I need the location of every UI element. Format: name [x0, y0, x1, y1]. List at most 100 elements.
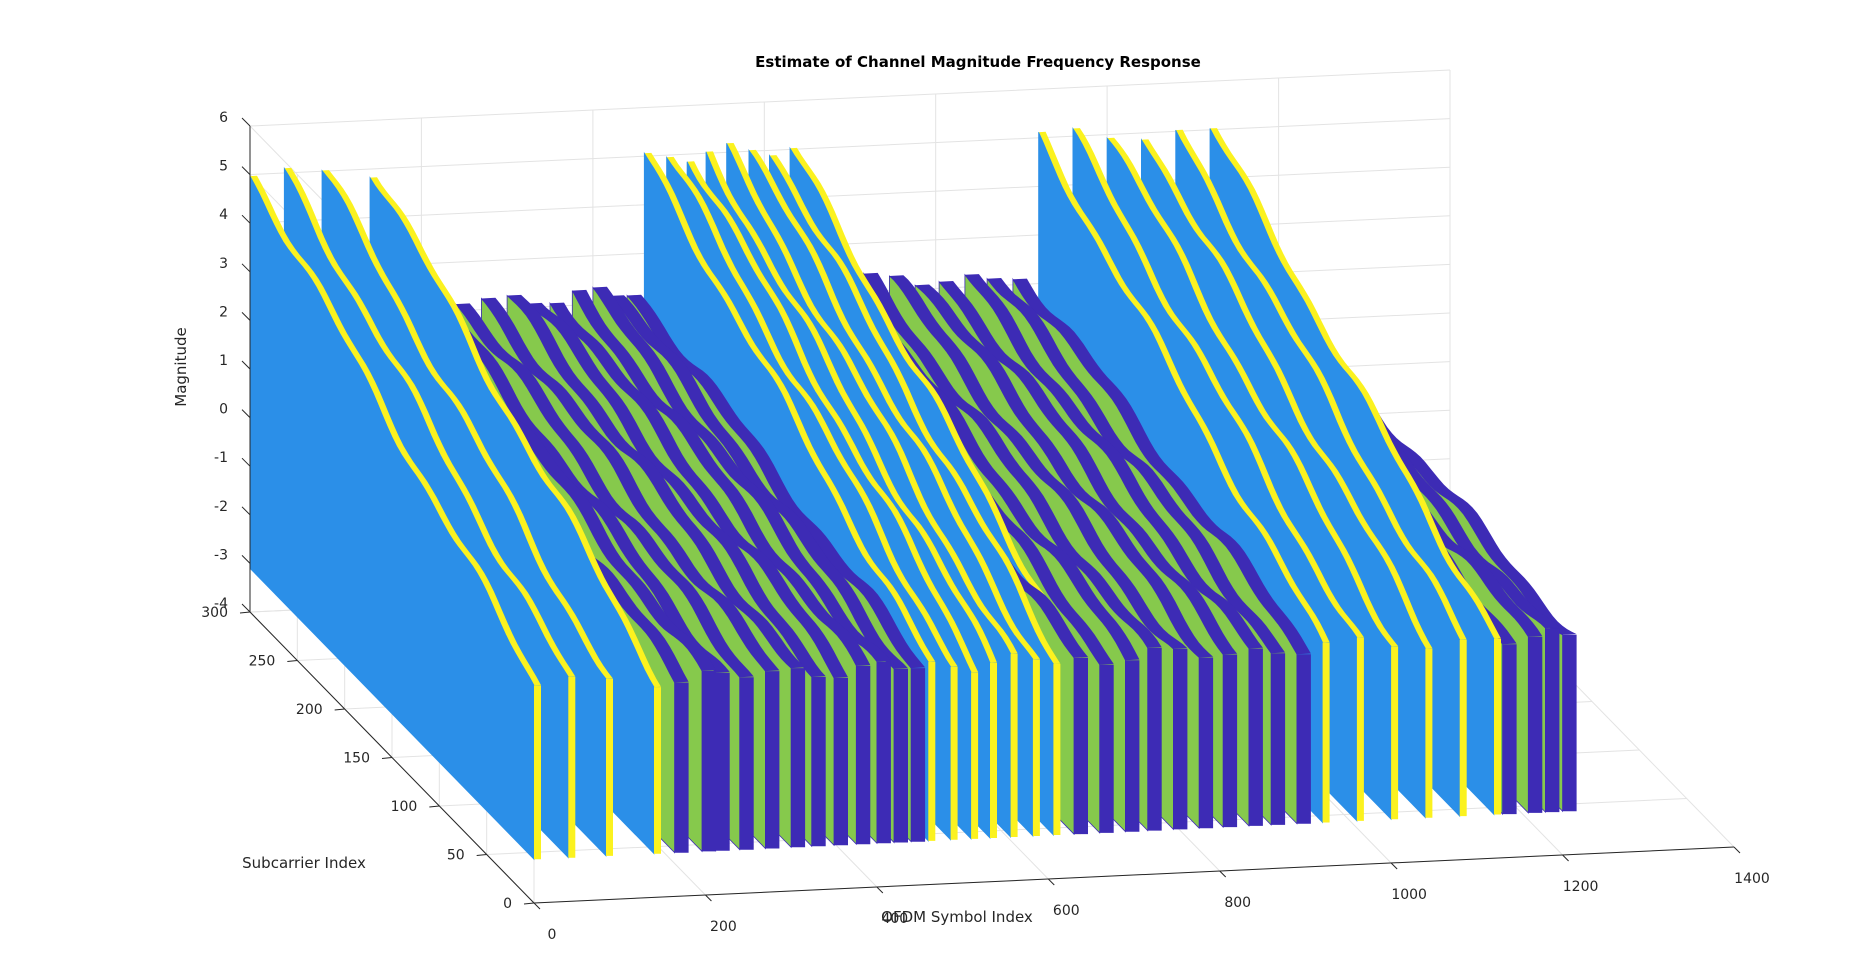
x-axis-line [533, 846, 1735, 904]
surface-slice-edge [527, 302, 826, 677]
y-tick-label: 50 [447, 848, 465, 864]
x-tick-mark [1562, 854, 1569, 862]
x-tick-mark [1390, 862, 1398, 870]
y-tick-mark [287, 660, 298, 662]
y-tick-mark [381, 757, 393, 759]
z-tick-label: 0 [219, 402, 228, 418]
surface-slice-edge [250, 175, 541, 686]
surface-slice-side [765, 671, 780, 849]
axes [239, 117, 1741, 910]
z-tick-label: 1 [219, 353, 228, 369]
surface-slice-edge [370, 177, 661, 688]
y-tick-label: 0 [503, 896, 512, 912]
y-tick-mark [334, 708, 345, 711]
surface-slice-side [811, 677, 826, 847]
surface-slice-side [674, 682, 689, 853]
y-tick-mark [476, 854, 487, 856]
surface-slice-side [1425, 648, 1433, 818]
z-tick-label: -2 [214, 499, 228, 515]
surface-slice-edge [1210, 128, 1501, 639]
y-tick-label: 250 [249, 654, 276, 670]
x-tick-mark [533, 902, 541, 910]
surface-slice-edge [748, 149, 1040, 660]
z-tick-label: 3 [219, 256, 228, 272]
z-tick-mark [241, 214, 251, 224]
surface-slice-side [534, 685, 541, 860]
z-tick-mark [241, 312, 251, 321]
surface-slice-edge [284, 167, 576, 677]
z-tick-mark [241, 263, 251, 273]
surface-slice-edge [1038, 131, 1330, 643]
y-axis-label: Subcarrier Index [242, 854, 366, 872]
surface-slice-side [894, 668, 908, 843]
surface-slice-edge [627, 294, 926, 669]
surface-slice-side [1494, 639, 1501, 815]
z-axis-label: Magnitude [172, 327, 190, 406]
x-tick-mark [1047, 878, 1055, 886]
surface-slice-edge [644, 152, 936, 662]
z-tick-mark [241, 117, 251, 127]
surface-slice-side [990, 663, 997, 838]
x-tick-label: 1000 [1391, 887, 1427, 903]
z-tick-label: -3 [214, 547, 228, 563]
y-tick-label: 150 [343, 751, 370, 767]
surface-slice-edge [915, 284, 1214, 658]
surface-slice-edge [1012, 278, 1311, 655]
x-tick-label: 1200 [1563, 879, 1599, 895]
surface-slice-edge [939, 281, 1238, 655]
surface-slice-side [1562, 634, 1577, 812]
surface-slice-edge [550, 302, 848, 678]
surface-slice-edge [863, 272, 1162, 648]
y-tick-label: 200 [296, 702, 323, 718]
y-tick-mark [523, 902, 535, 905]
z-tick-mark [241, 506, 251, 516]
surface-slice-side [1074, 657, 1088, 835]
tick-labels: 0 200 400 600 800 1000 1200 1400050100150200250… [201, 110, 1770, 943]
surface-slice-side [1010, 653, 1018, 837]
x-tick-label: 800 [1224, 895, 1251, 911]
x-tick-label: 200 [710, 919, 737, 935]
surface-slice-side [834, 678, 848, 846]
surface-slice-edge [592, 286, 891, 662]
surface-slice-edge [726, 143, 1018, 654]
surface-slice-side [1391, 646, 1399, 820]
chart-title: Estimate of Channel Magnitude Frequency … [755, 53, 1201, 71]
surface-slice-edge [666, 156, 958, 667]
surface-slice-side [654, 687, 661, 854]
surface-slice-side [1459, 639, 1467, 817]
surface-slice-edge [431, 297, 730, 673]
surface-slice-edge [610, 295, 908, 669]
surface-slice-side [911, 668, 926, 842]
surface-slice-side [1125, 660, 1140, 832]
surface-slice-side [1322, 642, 1330, 823]
surface-slice-side [1053, 664, 1061, 835]
surface-slice-side [1502, 644, 1517, 815]
z-tick-label: 5 [219, 159, 228, 175]
surface-slice-side [1099, 664, 1114, 833]
surface-slice-side [1528, 636, 1543, 813]
x-tick-mark [1219, 870, 1227, 878]
z-tick-label: 2 [219, 304, 228, 320]
z-tick-label: -4 [214, 596, 228, 612]
x-axis-label: OFDM Symbol Index [881, 908, 1033, 926]
z-tick-label: -1 [214, 450, 228, 466]
surface-slice-side [1147, 647, 1162, 831]
surface-slice [249, 175, 535, 861]
x-tick-mark [876, 886, 884, 894]
surface-slice-side [928, 662, 936, 841]
surface-slice-side [1199, 657, 1214, 829]
x-tick-label: 600 [1053, 903, 1080, 919]
surface-slice-side [791, 668, 806, 848]
surface-slice-edge [706, 151, 997, 663]
surface-slice-edge [572, 289, 871, 666]
surface-slice-side [1545, 628, 1560, 813]
surface-slice-edge [481, 297, 780, 672]
surface-slice-edge [1072, 128, 1364, 638]
z-tick-label: 6 [219, 110, 228, 126]
surface-slice-edge [455, 303, 754, 678]
surface-slice-side [568, 676, 576, 858]
y-tick-label: 300 [201, 605, 228, 621]
surface-slice-side [715, 672, 730, 851]
surface-slice-edge [889, 275, 1188, 649]
